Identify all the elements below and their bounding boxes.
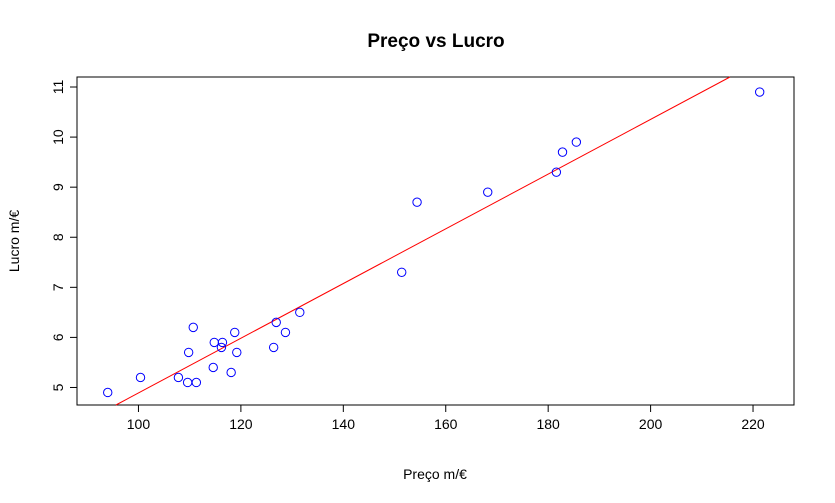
x-tick-label: 200 — [639, 416, 663, 432]
data-point — [557, 147, 568, 157]
data-point — [230, 327, 240, 338]
data-point — [191, 377, 202, 388]
points-layer — [103, 87, 765, 398]
data-point — [483, 187, 493, 197]
data-point — [217, 337, 228, 348]
x-tick-label: 120 — [229, 416, 253, 432]
data-point — [396, 267, 407, 277]
data-point — [551, 167, 562, 177]
x-tick-label: 160 — [434, 416, 458, 432]
y-tick-label: 9 — [50, 183, 66, 191]
y-tick-label: 6 — [50, 333, 66, 341]
chart-title: Preço vs Lucro — [367, 31, 504, 52]
data-point — [188, 322, 198, 333]
data-point — [280, 327, 291, 338]
data-point — [103, 387, 113, 398]
data-point — [754, 87, 765, 97]
data-point — [209, 337, 219, 348]
y-axis: 5 6 7 8 9 10 11 — [50, 80, 78, 391]
y-tick-label: 10 — [50, 129, 66, 145]
data-point — [135, 372, 146, 383]
data-point — [208, 362, 218, 373]
y-tick-label: 7 — [50, 283, 66, 291]
y-tick-label: 8 — [50, 233, 66, 241]
data-point — [571, 137, 582, 147]
data-point — [232, 347, 242, 358]
y-tick-label: 5 — [50, 383, 66, 391]
plot-area — [76, 76, 795, 406]
regression-layer — [115, 76, 731, 406]
x-tick-label: 180 — [536, 416, 560, 432]
y-axis-label: Lucro m/€ — [6, 210, 22, 272]
data-point — [295, 307, 305, 318]
x-axis-label: Preço m/€ — [403, 466, 467, 482]
x-axis: 100 120 140 160 180 200 220 — [127, 404, 765, 432]
data-point — [183, 347, 194, 358]
y-tick-label: 11 — [50, 80, 66, 95]
data-point — [412, 197, 422, 207]
x-tick-label: 100 — [127, 416, 151, 432]
data-point — [268, 342, 279, 353]
regression-line — [115, 76, 731, 406]
data-point — [182, 377, 193, 388]
x-tick-label: 220 — [741, 416, 765, 432]
data-point — [173, 372, 184, 383]
data-point — [216, 342, 227, 353]
data-point — [271, 317, 281, 328]
x-tick-label: 140 — [332, 416, 356, 432]
data-point — [226, 367, 236, 378]
